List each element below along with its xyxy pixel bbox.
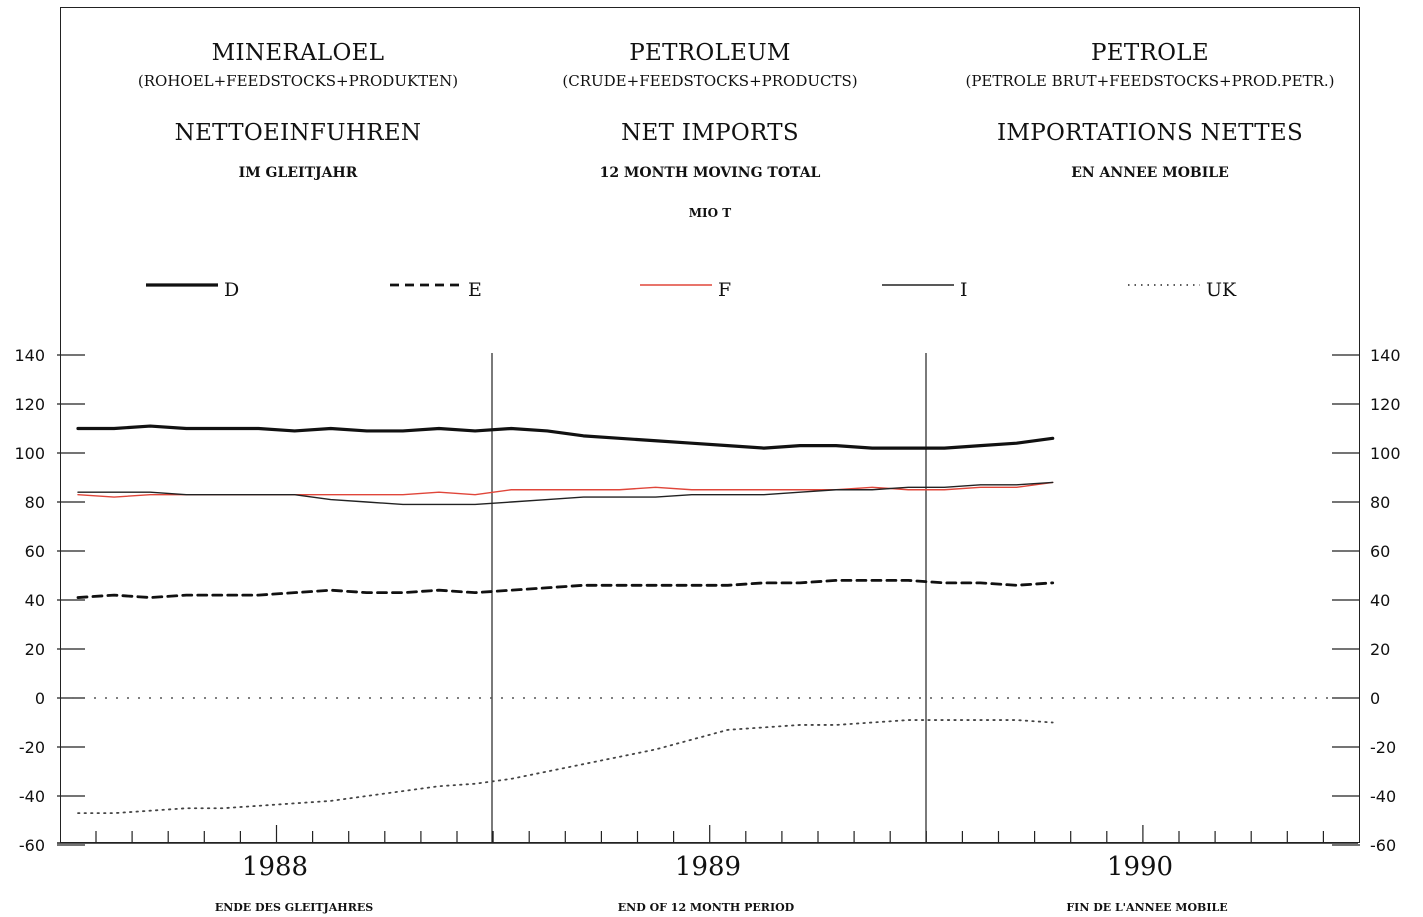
legend-label-uk: UK <box>1206 279 1237 301</box>
y-tick-label-right: -40 <box>1370 787 1396 806</box>
y-tick-label-right: 100 <box>1370 444 1401 463</box>
y-tick-label-left: -40 <box>19 787 45 806</box>
y-tick-label-left: -20 <box>19 738 45 757</box>
y-tick-label-right: 20 <box>1370 640 1390 659</box>
series-line-d <box>76 424 1055 450</box>
header-center-heading: NET IMPORTS <box>621 120 799 146</box>
x-year-label: 1989 <box>675 852 741 882</box>
header-center-note: 12 MONTH MOVING TOTAL <box>599 165 821 181</box>
header-left-note: IM GLEITJAHR <box>238 165 358 181</box>
series-line-uk <box>77 719 1054 815</box>
y-tick-label-left: 40 <box>25 591 45 610</box>
y-tick-label-left: 60 <box>25 542 45 561</box>
header-left-sub: (ROHOEL+FEEDSTOCKS+PRODUKTEN) <box>137 72 459 90</box>
legend-label-f: F <box>718 279 731 301</box>
header-center-sub: (CRUDE+FEEDSTOCKS+PRODUCTS) <box>562 72 858 90</box>
y-tick-label-right: -60 <box>1370 836 1396 855</box>
y-tick-label-right: -20 <box>1370 738 1396 757</box>
y-tick-label-right: 0 <box>1370 689 1380 708</box>
y-tick-label-right: 60 <box>1370 542 1390 561</box>
footer-label-left: ENDE DES GLEITJAHRES <box>215 901 373 914</box>
legend-label-d: D <box>224 279 239 301</box>
header-left-heading: NETTOEINFUHREN <box>174 120 422 146</box>
y-tick-label-right: 140 <box>1370 346 1401 365</box>
header-right-note: EN ANNEE MOBILE <box>1071 165 1229 181</box>
header-left-title: MINERALOEL <box>211 40 385 66</box>
y-tick-label-left: -60 <box>19 836 45 855</box>
x-year-label: 1990 <box>1107 852 1173 882</box>
footer-label-right: FIN DE L'ANNEE MOBILE <box>1066 901 1227 914</box>
legend-label-e: E <box>468 279 482 301</box>
series-line-e <box>76 579 1055 599</box>
header-center-unit: MIO T <box>688 206 732 220</box>
y-tick-label-left: 120 <box>14 395 45 414</box>
header-right-sub: (PETROLE BRUT+FEEDSTOCKS+PROD.PETR.) <box>965 72 1335 90</box>
y-tick-label-left: 80 <box>25 493 45 512</box>
y-tick-label-left: 100 <box>14 444 45 463</box>
footer-label-center: END OF 12 MONTH PERIOD <box>618 901 795 914</box>
series-line-i <box>77 481 1054 506</box>
header-right-heading: IMPORTATIONS NETTES <box>996 120 1304 146</box>
header-center-title: PETROLEUM <box>629 40 791 66</box>
y-tick-label-left: 20 <box>25 640 45 659</box>
y-tick-label-left: 140 <box>14 346 45 365</box>
y-tick-label-right: 120 <box>1370 395 1401 414</box>
y-tick-label-right: 80 <box>1370 493 1390 512</box>
legend-label-i: I <box>960 279 968 301</box>
y-tick-label-left: 0 <box>35 689 45 708</box>
header-right-title: PETROLE <box>1091 40 1209 66</box>
x-year-label: 1988 <box>242 852 308 882</box>
y-tick-label-right: 40 <box>1370 591 1390 610</box>
